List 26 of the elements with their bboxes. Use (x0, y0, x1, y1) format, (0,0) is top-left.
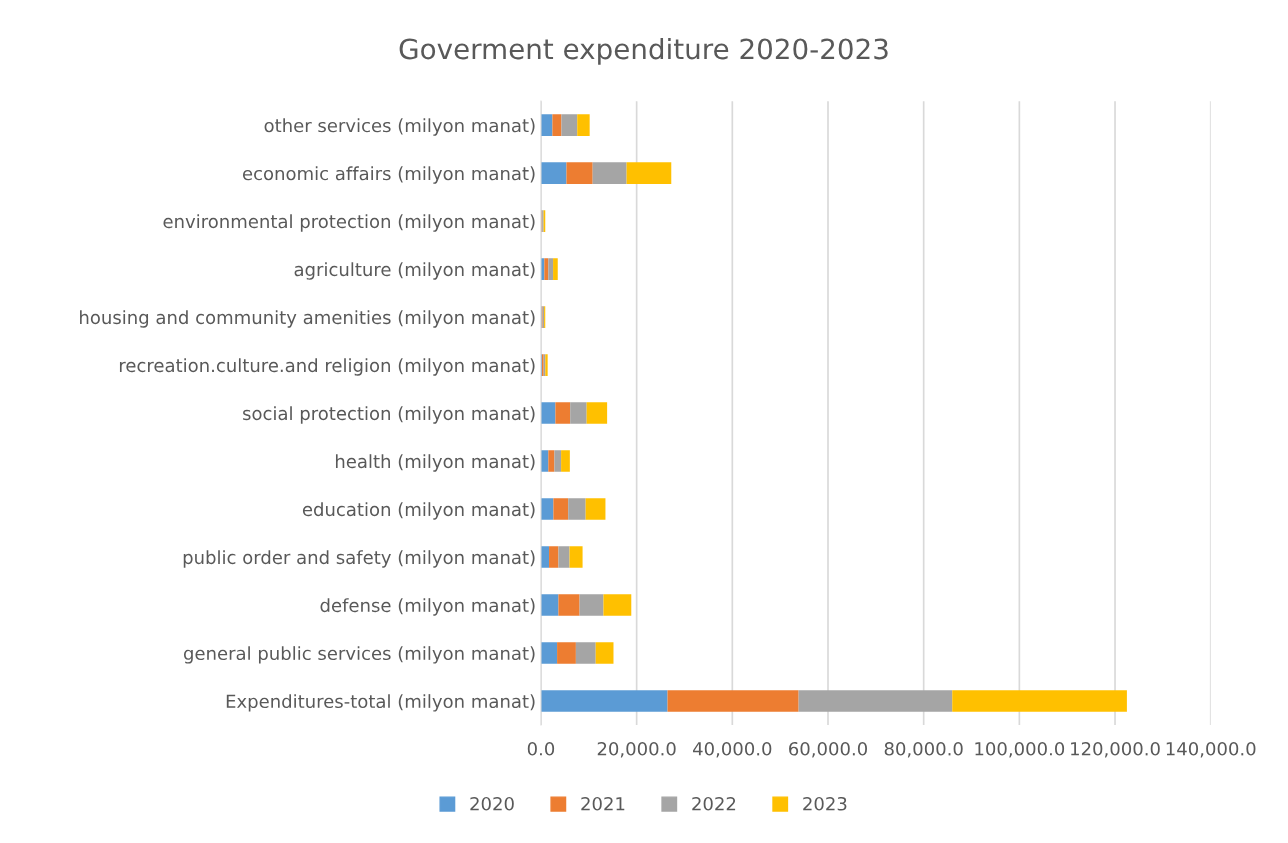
x-tick-label: 140,000.0 (1166, 741, 1256, 758)
y-tick-label: recreation.culture.and religion (milyon manat) (119, 358, 535, 376)
x-tick-label: 20,000.0 (597, 741, 676, 758)
x-tick-label: 80,000.0 (884, 741, 963, 758)
x-tick-label: 100,000.0 (975, 741, 1065, 758)
y-tick-label: housing and community amenities (milyon manat) (80, 310, 535, 328)
y-tick-label: economic affairs (milyon manat) (242, 166, 535, 184)
y-tick-label: other services (milyon manat) (264, 118, 535, 136)
y-tick-label: social protection (milyon manat) (243, 406, 535, 424)
y-tick-label: education (milyon manat) (302, 502, 535, 520)
legend-label: 2022 (692, 796, 736, 811)
y-tick-label: general public services (milyon manat) (183, 646, 535, 664)
y-tick-label: health (milyon manat) (335, 454, 535, 472)
y-tick-label: agriculture (milyon manat) (294, 262, 535, 280)
legend-label: 2021 (581, 796, 625, 811)
legend-label: 2020 (470, 796, 514, 811)
y-tick-label: environmental protection (milyon manat) (163, 214, 535, 232)
x-tick-label: 0.0 (527, 741, 555, 756)
y-tick-label: public order and safety (milyon manat) (183, 550, 535, 568)
y-tick-label: defense (milyon manat) (320, 598, 535, 616)
x-tick-label: 60,000.0 (789, 741, 867, 758)
legend-label: 2023 (803, 796, 847, 811)
chart-title: Goverment expenditure 2020-2023 (399, 37, 888, 65)
y-tick-label: Expenditures-total (milyon manat) (226, 694, 535, 712)
x-tick-label: 120,000.0 (1071, 741, 1160, 758)
x-tick-label: 40,000.0 (693, 741, 772, 758)
